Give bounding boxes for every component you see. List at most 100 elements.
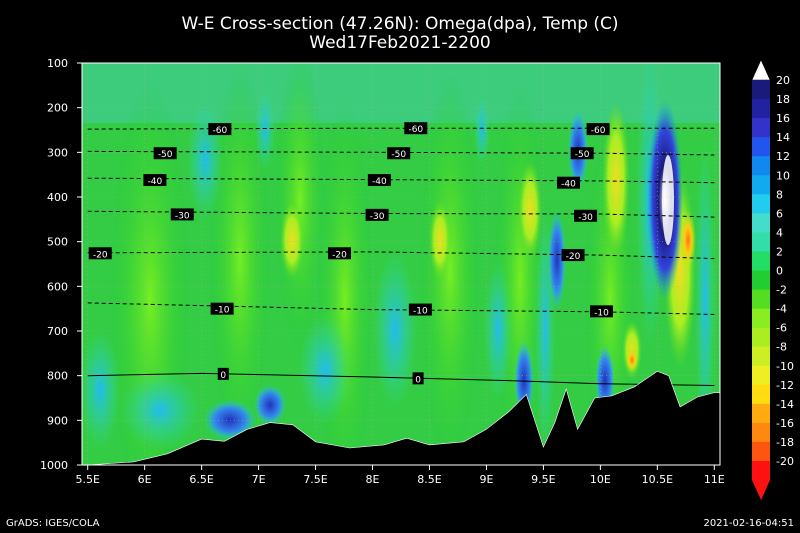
contour-label: -20 xyxy=(93,250,108,260)
y-tick-label: 700 xyxy=(47,325,68,338)
x-tick-label: 8E xyxy=(366,473,380,486)
colorbar-label: 2 xyxy=(776,245,783,258)
contour-line xyxy=(87,177,715,184)
x-tick-label: 10.5E xyxy=(642,473,673,486)
terrain xyxy=(86,370,720,465)
contour-label: 0 xyxy=(415,375,421,385)
contour-label: -10 xyxy=(413,307,428,317)
contour-label: -40 xyxy=(148,177,163,187)
footer-credit: GrADS: IGES/COLA xyxy=(6,518,100,529)
colorbar-label: -4 xyxy=(776,303,787,316)
contour-label: -30 xyxy=(370,212,385,222)
colorbar-swatch xyxy=(752,289,770,309)
colorbar-label: 8 xyxy=(776,188,783,201)
contour-label-box xyxy=(170,208,194,221)
contour-label: -60 xyxy=(591,126,606,136)
contour-line xyxy=(87,210,715,218)
contour-label-box xyxy=(208,123,232,136)
chart-title: W-E Cross-section (47.26N): Omega(dpa), … xyxy=(181,14,619,34)
contour-label: -50 xyxy=(391,150,406,160)
colorbar-swatch xyxy=(752,403,770,424)
colorbar-swatch xyxy=(752,194,770,214)
y-tick-label: 400 xyxy=(47,191,68,204)
contour-label: -50 xyxy=(575,150,590,160)
y-tick-label: 100 xyxy=(47,57,68,70)
contour-label-box xyxy=(570,147,594,160)
contour-label: -30 xyxy=(175,211,190,221)
colorbar-swatch xyxy=(752,137,770,157)
colorbar-swatch xyxy=(752,441,770,462)
y-tick-label: 1000 xyxy=(40,459,68,472)
x-tick-label: 6E xyxy=(138,473,152,486)
x-tick-label: 11E xyxy=(704,473,725,486)
contour-label-box xyxy=(387,147,411,160)
y-tick-label: 800 xyxy=(47,370,68,383)
contour-label-box xyxy=(561,249,585,262)
omega-field xyxy=(82,63,720,465)
colorbar-label: 20 xyxy=(776,74,790,87)
colorbar-label: -14 xyxy=(776,398,794,411)
colorbar-label: -16 xyxy=(776,417,794,430)
contour-label: -10 xyxy=(215,306,230,316)
contour-label: -10 xyxy=(594,308,609,318)
colorbar-label: -18 xyxy=(776,436,794,449)
contour-line xyxy=(87,251,715,260)
colorbar-cap-bottom xyxy=(752,480,770,501)
colorbar-label: -2 xyxy=(776,284,787,297)
y-tick-label: 900 xyxy=(47,414,68,427)
y-axis: 100 200 300 400 500 600 700 800 900 1000 xyxy=(40,57,82,472)
y-tick-label: 300 xyxy=(47,146,68,159)
contour-label-box xyxy=(590,305,614,318)
colorbar-label: 16 xyxy=(776,112,790,125)
colorbar-label: -20 xyxy=(776,455,794,468)
colorbar-swatch xyxy=(752,99,770,119)
x-tick-label: 8.5E xyxy=(417,473,441,486)
contour-label-box xyxy=(210,302,234,315)
x-tick-label: 6.5E xyxy=(189,473,213,486)
contour-label: -20 xyxy=(332,250,347,260)
contour-line xyxy=(87,372,715,386)
contour-label-box xyxy=(143,174,167,187)
footer-timestamp: 2021-02-16-04:51 xyxy=(703,518,794,529)
x-tick-label: 10E xyxy=(590,473,611,486)
contour-label-box xyxy=(404,122,428,135)
colorbar-label: -12 xyxy=(776,379,794,392)
x-tick-label: 7.5E xyxy=(303,473,327,486)
contour-label: 0 xyxy=(220,371,226,381)
colorbar-swatch xyxy=(752,327,770,347)
colorbar-label: 0 xyxy=(776,265,783,278)
x-tick-label: 9.5E xyxy=(531,473,555,486)
colorbar-swatch xyxy=(752,308,770,328)
contour-label-box xyxy=(367,174,391,187)
x-tick-label: 5.5E xyxy=(75,473,99,486)
colorbar-swatch xyxy=(752,156,770,176)
colorbar-swatch xyxy=(752,251,770,271)
colorbar-swatch xyxy=(752,232,770,252)
colorbar-swatch xyxy=(752,80,770,100)
contour-label: -30 xyxy=(578,213,593,223)
contour-label: -50 xyxy=(158,150,173,160)
contour-label-box xyxy=(153,147,177,160)
contour-label: -40 xyxy=(372,177,387,187)
y-tick-label: 200 xyxy=(47,102,68,115)
contour-line xyxy=(87,150,715,156)
grid-lines xyxy=(82,62,720,466)
colorbar-swatch xyxy=(752,461,770,481)
contour-label-box xyxy=(574,209,598,222)
contour-label: -20 xyxy=(566,252,581,262)
contour-label-box xyxy=(586,123,610,136)
colorbar-label: 12 xyxy=(776,150,790,163)
colorbar-label: -10 xyxy=(776,360,794,373)
colorbar-label: -6 xyxy=(776,322,787,335)
x-axis: 5.5E 6E 6.5E 7E 7.5E 8E 8.5E 9E 9.5E 10E 10.5E 11E xyxy=(75,465,725,486)
y-tick-label: 500 xyxy=(47,236,68,249)
colorbar-label: 4 xyxy=(776,226,783,239)
y-tick-label: 600 xyxy=(47,280,68,293)
x-tick-label: 9E xyxy=(479,473,493,486)
colorbar-cap-top xyxy=(751,59,771,81)
colorbar-swatch xyxy=(752,422,770,443)
chart-subtitle: Wed17Feb2021-2200 xyxy=(309,33,491,53)
contour-label: -60 xyxy=(408,125,423,135)
contour-label-box xyxy=(412,372,424,385)
